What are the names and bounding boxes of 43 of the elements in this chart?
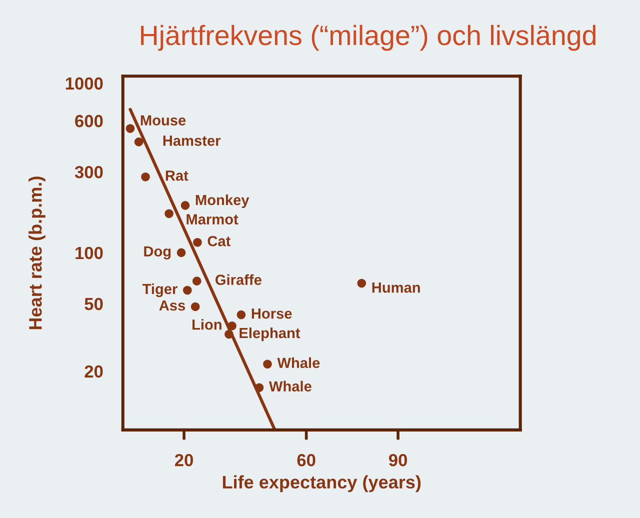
point bbox=[141, 172, 150, 182]
annotation: Monkey bbox=[196, 194, 250, 208]
y-axis-title: Heart rate (b.p.m.) bbox=[28, 176, 46, 330]
annotation: Giraffe bbox=[216, 274, 262, 285]
annotation: Lion bbox=[192, 319, 222, 330]
y-tick-label: 100 bbox=[76, 246, 103, 260]
annotation: Horse bbox=[252, 308, 292, 319]
x-tick-label: 90 bbox=[388, 454, 407, 466]
point bbox=[236, 310, 246, 320]
annotation: Whale bbox=[268, 380, 312, 392]
annotation: Ass bbox=[159, 300, 186, 311]
point bbox=[190, 302, 200, 312]
y-tick-label: 1000 bbox=[66, 77, 103, 90]
point bbox=[224, 330, 234, 339]
point bbox=[176, 248, 186, 258]
point bbox=[180, 201, 190, 210]
annotation: Marmot bbox=[186, 214, 238, 224]
point bbox=[193, 238, 202, 247]
point bbox=[228, 321, 236, 330]
annotation: Dog bbox=[144, 246, 171, 260]
x-axis-title: Life expectancy (years) bbox=[222, 475, 421, 492]
annotation: Elephant bbox=[240, 327, 300, 342]
point bbox=[263, 360, 272, 369]
y-tick-label: 300 bbox=[74, 166, 103, 178]
chart-title: Hjärtfrekvens (“milage”) och livslängd bbox=[141, 24, 596, 51]
annotation: Mouse bbox=[140, 115, 186, 126]
point bbox=[182, 286, 192, 295]
annotation: Rat bbox=[166, 170, 188, 181]
annotation: Tiger bbox=[142, 283, 178, 298]
point bbox=[126, 124, 135, 133]
annotation: Whale bbox=[277, 357, 320, 368]
point bbox=[134, 138, 144, 146]
point bbox=[164, 209, 174, 218]
point bbox=[357, 278, 366, 288]
x-tick-label: 60 bbox=[297, 454, 316, 466]
y-tick-label: 50 bbox=[84, 298, 103, 310]
annotation: Human bbox=[372, 282, 420, 293]
point bbox=[192, 276, 202, 286]
annotation: Hamster bbox=[163, 136, 221, 146]
y-tick-label: 600 bbox=[75, 114, 103, 128]
x-tick-label: 20 bbox=[174, 454, 193, 466]
annotation: Cat bbox=[208, 236, 231, 246]
y-tick-label: 20 bbox=[84, 365, 103, 378]
